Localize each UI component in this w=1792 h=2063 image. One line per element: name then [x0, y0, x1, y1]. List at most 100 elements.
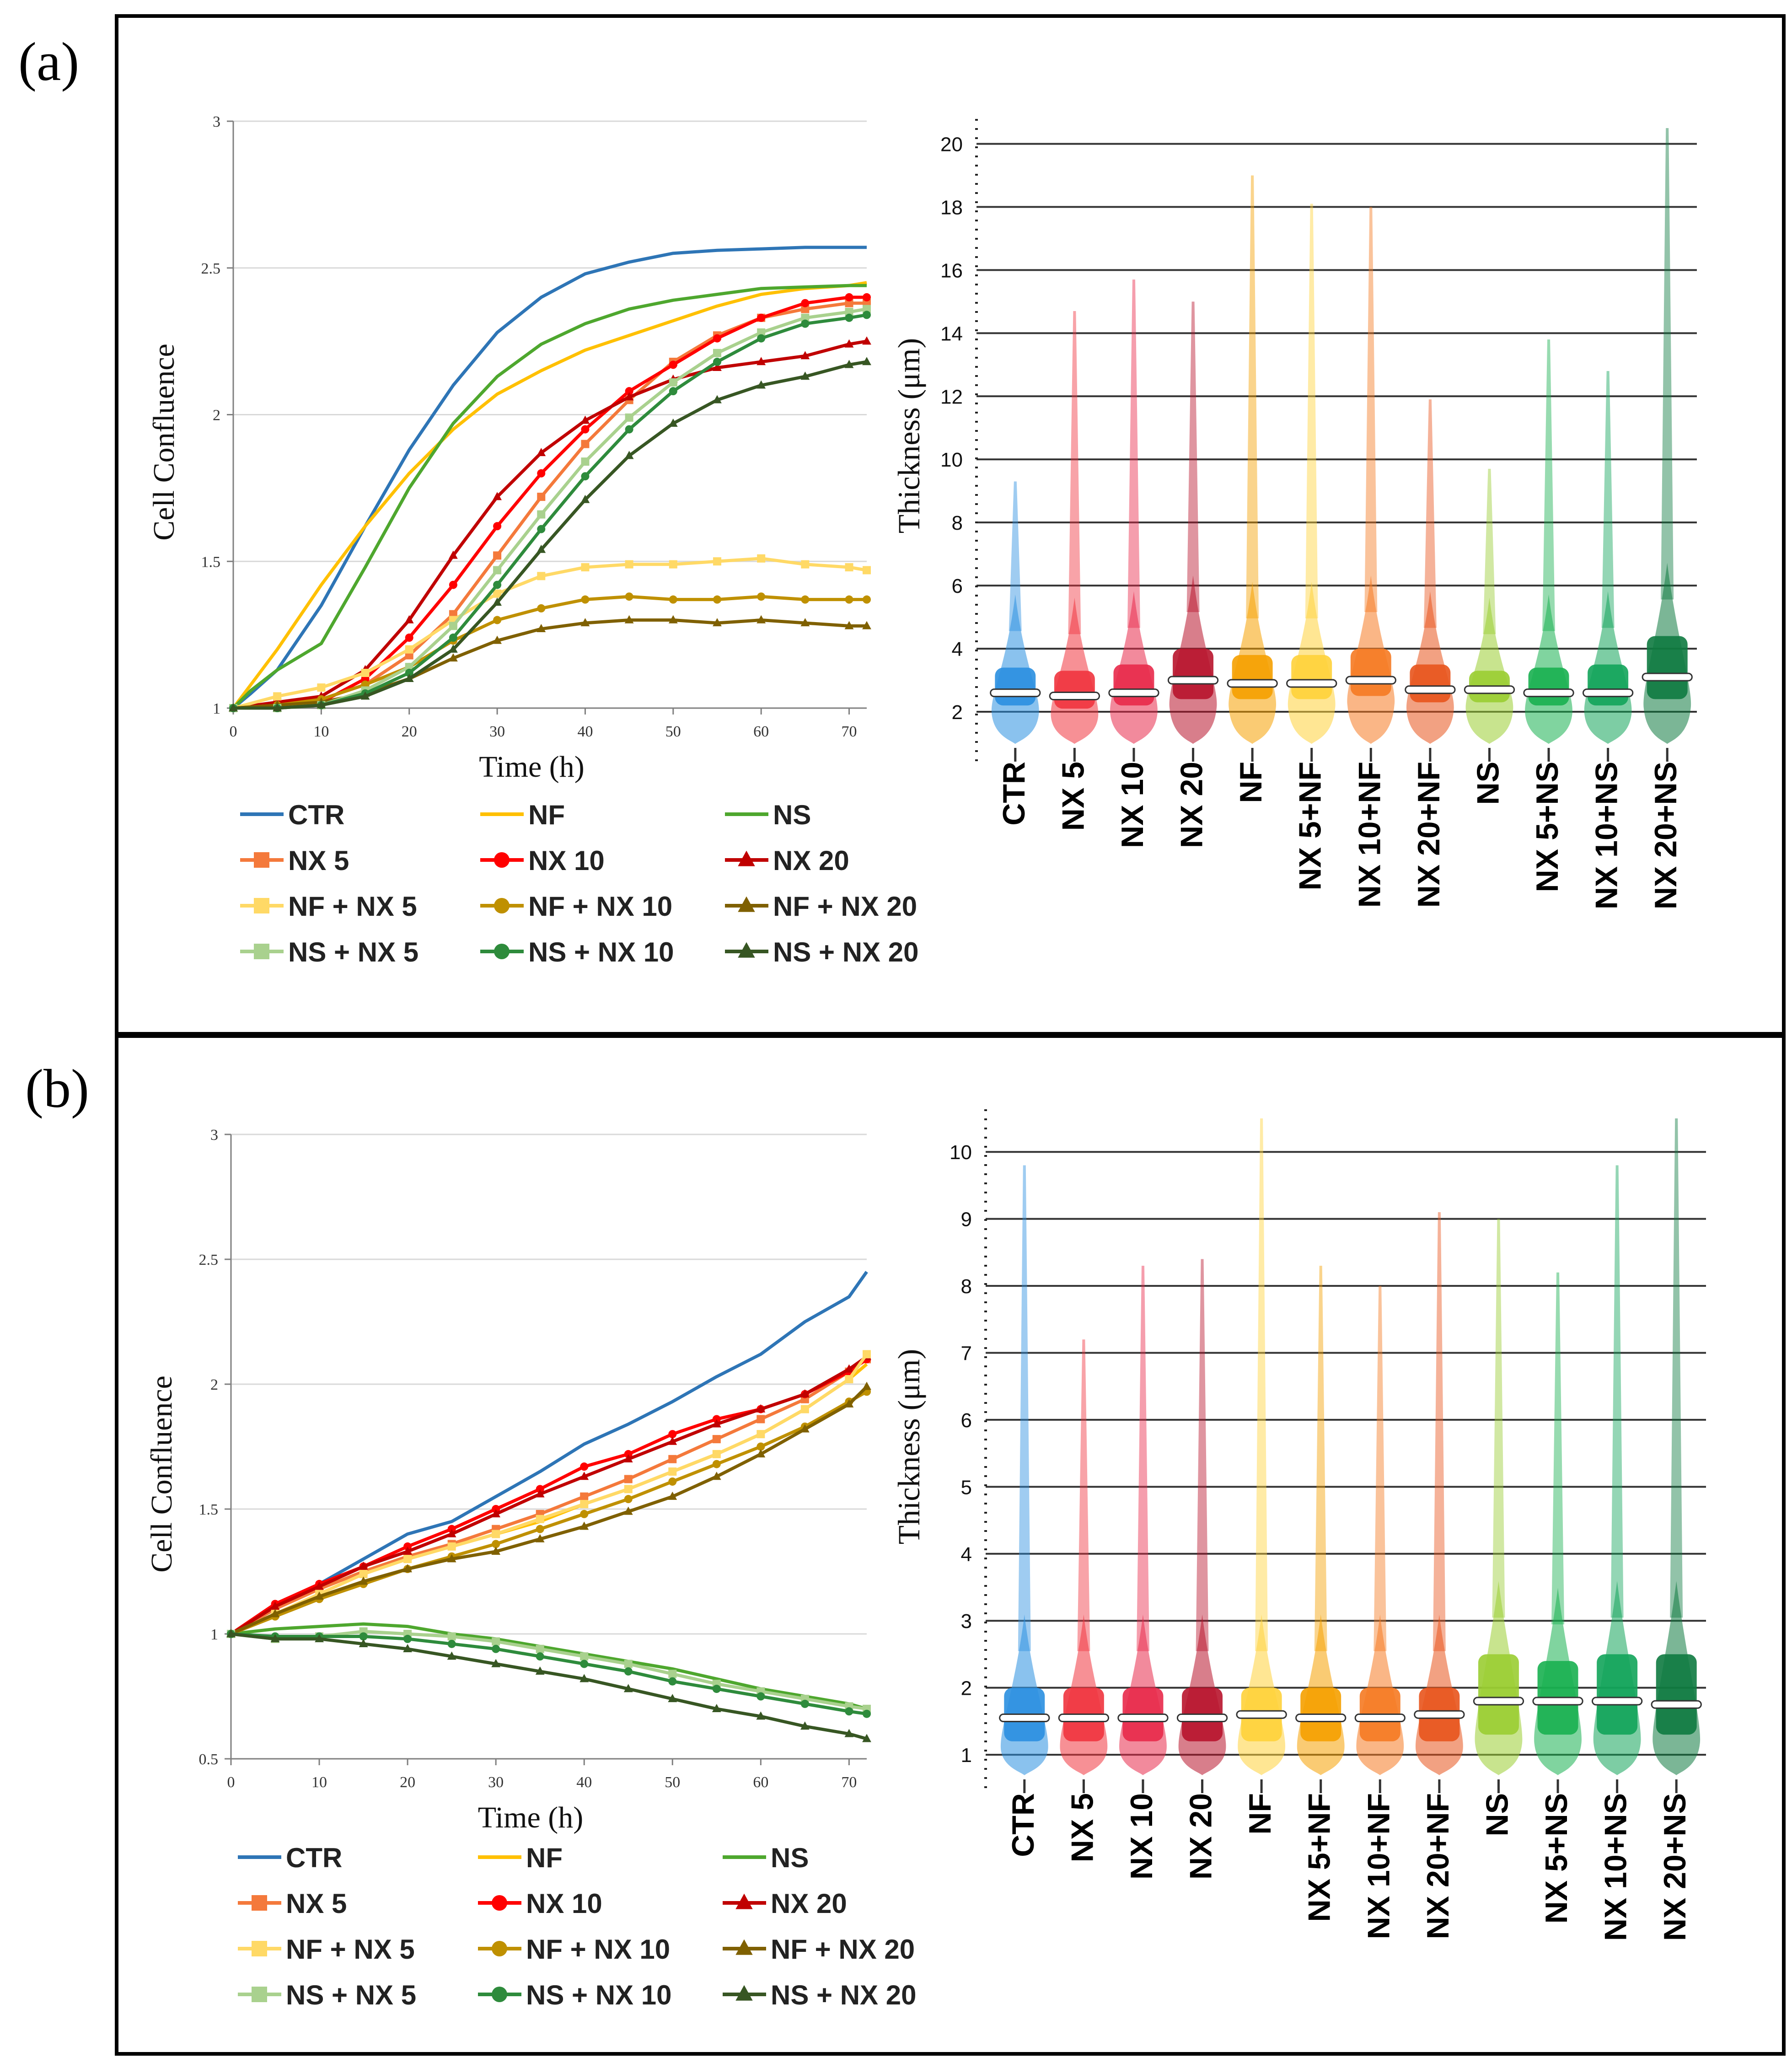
- data-point: [581, 595, 590, 604]
- legend-label: NX 10: [528, 845, 605, 876]
- series-nf: [232, 281, 867, 709]
- x-tick-label: NX 20: [1184, 1793, 1218, 1880]
- legend-item: NS: [725, 800, 811, 830]
- data-point: [493, 589, 502, 598]
- violin-median: [1414, 1710, 1465, 1719]
- data-point: [863, 305, 871, 313]
- y-axis-title: Thickness (μm): [891, 1349, 926, 1544]
- series-nx-20: [226, 1352, 871, 1638]
- data-point: [273, 703, 282, 712]
- violin-tail: [1483, 468, 1496, 634]
- legend-item: NF: [478, 1843, 563, 1873]
- legend-marker: [254, 944, 269, 959]
- data-point: [845, 1707, 853, 1716]
- legend-item: NF + NX 5: [238, 1934, 415, 1965]
- y-tick-label: 7: [961, 1343, 972, 1365]
- violin-tail: [1136, 1266, 1149, 1651]
- legend-label: NF: [526, 1843, 563, 1873]
- violin-tail: [1374, 1286, 1387, 1651]
- data-point: [801, 313, 810, 322]
- data-point: [536, 1525, 544, 1533]
- violin-ns: NS: [1473, 1219, 1524, 1836]
- data-point: [581, 563, 590, 572]
- data-point: [712, 1460, 721, 1468]
- data-point: [863, 566, 871, 575]
- data-point: [579, 1521, 589, 1530]
- data-point: [580, 1652, 589, 1661]
- data-point: [537, 572, 546, 580]
- data-point: [668, 1436, 677, 1445]
- data-point: [535, 1534, 545, 1542]
- violin-nx-20-ns: NX 20+NS: [1642, 128, 1693, 909]
- legend-marker: [252, 1895, 267, 1911]
- data-point: [863, 1350, 871, 1359]
- data-point: [492, 1530, 500, 1538]
- data-point: [447, 1525, 456, 1533]
- data-point: [668, 1430, 677, 1439]
- data-point: [579, 1674, 589, 1682]
- data-point: [403, 1634, 412, 1643]
- data-point: [625, 413, 633, 422]
- x-tick-label: NX 10+NS: [1599, 1793, 1633, 1941]
- violin-iqr: [1291, 655, 1332, 699]
- data-point: [757, 328, 766, 337]
- data-point: [536, 1515, 544, 1523]
- x-tick-label: NX 20+NF: [1411, 762, 1446, 908]
- data-point: [581, 440, 590, 448]
- series-ns: [232, 284, 867, 709]
- data-point: [845, 563, 853, 572]
- violin-median: [1582, 688, 1634, 698]
- data-point: [537, 623, 546, 632]
- data-point: [624, 1667, 633, 1676]
- series-line: [231, 1622, 867, 1711]
- data-point: [536, 1485, 544, 1494]
- data-point: [535, 1666, 545, 1675]
- violin-median: [1227, 679, 1278, 688]
- data-point: [315, 1581, 324, 1590]
- y-tick-label: 2.5: [199, 1252, 219, 1268]
- legend-label: NF + NX 10: [528, 891, 672, 922]
- violin-iqr: [1656, 1654, 1697, 1735]
- legend-label: NS: [773, 800, 811, 830]
- legend-label: NF + NX 20: [771, 1934, 915, 1965]
- legend-item: NS + NX 20: [725, 937, 919, 967]
- data-point: [712, 1419, 721, 1428]
- violin-tail: [1433, 1212, 1446, 1651]
- violin-tail: [1018, 1165, 1031, 1651]
- legend-item: NX 20: [723, 1888, 847, 1919]
- violin-nx-5-ns: NX 5+NS: [1532, 1272, 1583, 1923]
- x-tick-label: NX 20: [1175, 762, 1209, 848]
- violin-iqr: [1478, 1654, 1519, 1735]
- y-tick-label: 18: [940, 196, 963, 219]
- y-tick-label: 3: [213, 113, 220, 130]
- data-point: [536, 1644, 544, 1653]
- data-point: [449, 653, 458, 662]
- x-tick-label: NX 5: [1056, 762, 1090, 831]
- data-point: [801, 560, 810, 569]
- legend-label: NF: [528, 800, 565, 830]
- data-point: [756, 1449, 766, 1458]
- series-line: [231, 1632, 867, 1741]
- data-point: [712, 1685, 721, 1693]
- y-tick-label: 4: [961, 1543, 972, 1566]
- violin-nf: NF: [1227, 175, 1278, 803]
- data-point: [405, 634, 413, 642]
- data-point: [845, 293, 853, 301]
- legend-marker: [252, 1941, 267, 1956]
- violin-median: [1473, 1697, 1524, 1706]
- legend-label: NS + NX 5: [288, 937, 418, 967]
- data-point: [270, 1601, 280, 1610]
- violin-tail: [1492, 1219, 1505, 1618]
- data-point: [623, 1506, 633, 1515]
- data-point: [862, 1381, 871, 1390]
- x-tick-label: 50: [665, 723, 681, 740]
- x-tick-label: 30: [488, 1774, 504, 1791]
- data-point: [580, 618, 590, 627]
- data-point: [624, 615, 634, 623]
- data-point: [361, 669, 370, 677]
- violin-nx-5-ns: NX 5+NS: [1523, 339, 1574, 892]
- x-tick-label: NS: [1480, 1793, 1514, 1836]
- y-tick-label: 1: [961, 1744, 972, 1767]
- data-point: [493, 492, 502, 500]
